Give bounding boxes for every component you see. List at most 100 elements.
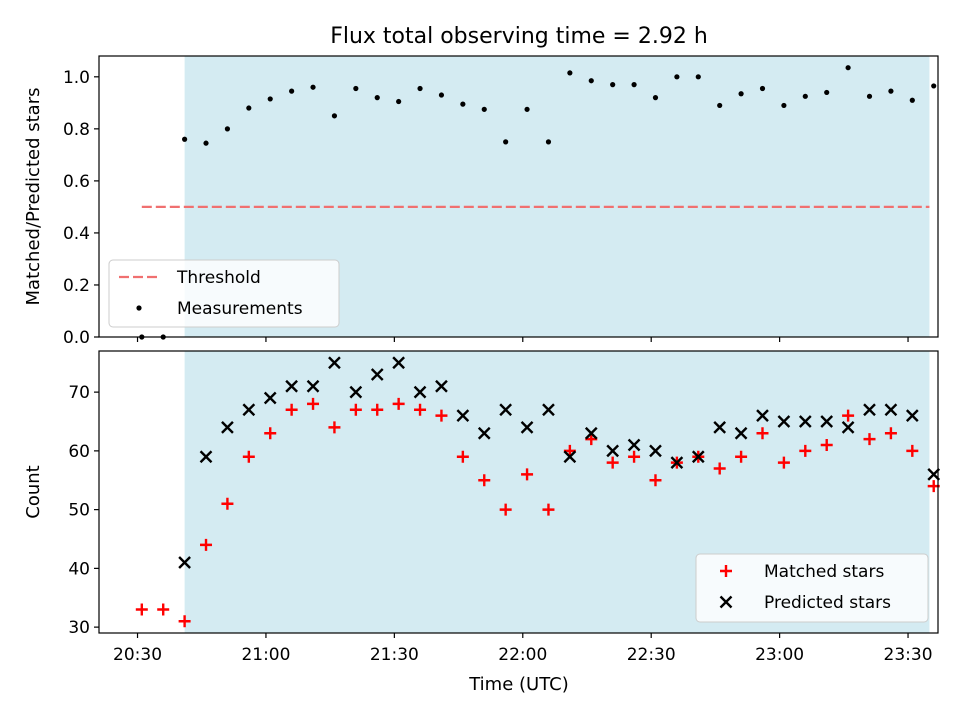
data-point bbox=[285, 403, 298, 416]
data-point bbox=[777, 415, 791, 428]
data-point bbox=[842, 409, 855, 422]
data-point bbox=[820, 439, 833, 451]
data-point bbox=[221, 421, 234, 434]
data-point-stroke bbox=[734, 426, 748, 440]
data-point bbox=[588, 78, 594, 84]
data-point-stroke bbox=[392, 356, 405, 370]
data-point bbox=[563, 450, 577, 464]
data-point bbox=[738, 91, 744, 97]
x-tick-label: 21:30 bbox=[370, 645, 419, 665]
chart-title: Flux total observing time = 2.92 h bbox=[330, 24, 708, 49]
data-point-stroke bbox=[863, 433, 876, 446]
axes-frame bbox=[98, 350, 939, 634]
data-point bbox=[264, 427, 277, 440]
x-tick-label: 22:00 bbox=[498, 645, 547, 665]
data-point-stroke bbox=[563, 444, 576, 457]
data-point bbox=[460, 101, 466, 107]
data-point-stroke bbox=[628, 450, 641, 463]
data-point bbox=[606, 444, 620, 458]
data-point bbox=[606, 456, 619, 469]
data-point bbox=[503, 139, 509, 145]
data-point bbox=[392, 356, 405, 370]
data-point bbox=[909, 97, 915, 103]
data-point-stroke bbox=[200, 538, 213, 551]
data-point bbox=[649, 444, 662, 458]
data-point bbox=[246, 105, 252, 111]
data-point bbox=[631, 82, 637, 88]
data-point bbox=[927, 468, 941, 481]
data-point-stroke bbox=[542, 503, 555, 516]
data-point bbox=[310, 84, 316, 90]
data-point-stroke bbox=[263, 391, 277, 405]
data-point-stroke bbox=[178, 556, 191, 569]
data-point-stroke bbox=[820, 439, 833, 451]
data-point-stroke bbox=[306, 379, 320, 393]
y-tick-label: 70 bbox=[68, 383, 90, 403]
data-point-stroke bbox=[520, 421, 534, 434]
data-point bbox=[798, 415, 812, 428]
data-point-stroke bbox=[842, 409, 855, 422]
data-point bbox=[370, 368, 384, 381]
y-tick-label: 0.0 bbox=[63, 328, 90, 348]
legend-marker bbox=[719, 595, 733, 609]
data-point-stroke bbox=[199, 450, 213, 464]
data-point bbox=[717, 102, 723, 109]
data-point bbox=[735, 450, 748, 463]
data-point-stroke bbox=[735, 450, 748, 463]
data-point-stroke bbox=[563, 450, 577, 464]
data-point bbox=[777, 456, 790, 469]
data-point bbox=[306, 379, 320, 393]
data-point-stroke bbox=[649, 474, 662, 487]
axes-frame bbox=[98, 55, 939, 338]
legend-box bbox=[695, 553, 929, 623]
data-point bbox=[863, 403, 876, 417]
data-point-stroke bbox=[756, 409, 769, 422]
data-point bbox=[781, 102, 787, 109]
x-tick-label: 20:30 bbox=[113, 645, 162, 665]
data-point bbox=[285, 379, 298, 393]
data-point-stroke bbox=[242, 403, 256, 417]
data-point bbox=[267, 96, 273, 102]
legend-label: Matched stars bbox=[764, 562, 884, 582]
y-tick-label: 0.8 bbox=[63, 120, 90, 140]
data-point bbox=[888, 88, 894, 94]
data-point bbox=[178, 556, 191, 569]
series-measurements bbox=[139, 65, 937, 340]
legend-box bbox=[108, 259, 340, 328]
data-point bbox=[289, 88, 295, 94]
data-point-stroke bbox=[713, 421, 727, 434]
y-tick-label: 50 bbox=[68, 501, 90, 521]
legend-label: Predicted stars bbox=[764, 593, 891, 613]
legend-marker bbox=[136, 305, 142, 311]
data-point bbox=[520, 421, 534, 434]
data-point bbox=[670, 456, 684, 469]
data-point bbox=[456, 409, 470, 422]
data-point bbox=[178, 615, 191, 628]
y-tick-label: 0.4 bbox=[63, 224, 90, 244]
data-point bbox=[567, 70, 573, 76]
x-axis-label: Time (UTC) bbox=[468, 674, 569, 695]
data-point bbox=[413, 385, 427, 399]
data-point-stroke bbox=[221, 421, 234, 434]
y-axis-label: Count bbox=[23, 465, 44, 518]
data-point bbox=[524, 106, 530, 112]
data-point bbox=[438, 92, 445, 98]
data-point bbox=[649, 474, 662, 487]
data-point bbox=[841, 421, 855, 434]
data-point bbox=[203, 140, 209, 146]
data-point-stroke bbox=[435, 409, 448, 422]
y-tick-label: 1.0 bbox=[63, 68, 90, 88]
data-point bbox=[691, 450, 705, 464]
data-point bbox=[563, 444, 576, 457]
legend-label: Threshold bbox=[176, 268, 261, 288]
data-point bbox=[263, 391, 277, 405]
data-point-stroke bbox=[820, 415, 834, 428]
data-point-stroke bbox=[499, 503, 512, 516]
data-point-stroke bbox=[285, 379, 298, 393]
data-point bbox=[499, 403, 513, 417]
data-point bbox=[242, 403, 256, 417]
data-point-stroke bbox=[328, 356, 341, 370]
data-point-stroke bbox=[414, 403, 427, 416]
data-point bbox=[695, 74, 701, 80]
data-point bbox=[349, 385, 363, 399]
